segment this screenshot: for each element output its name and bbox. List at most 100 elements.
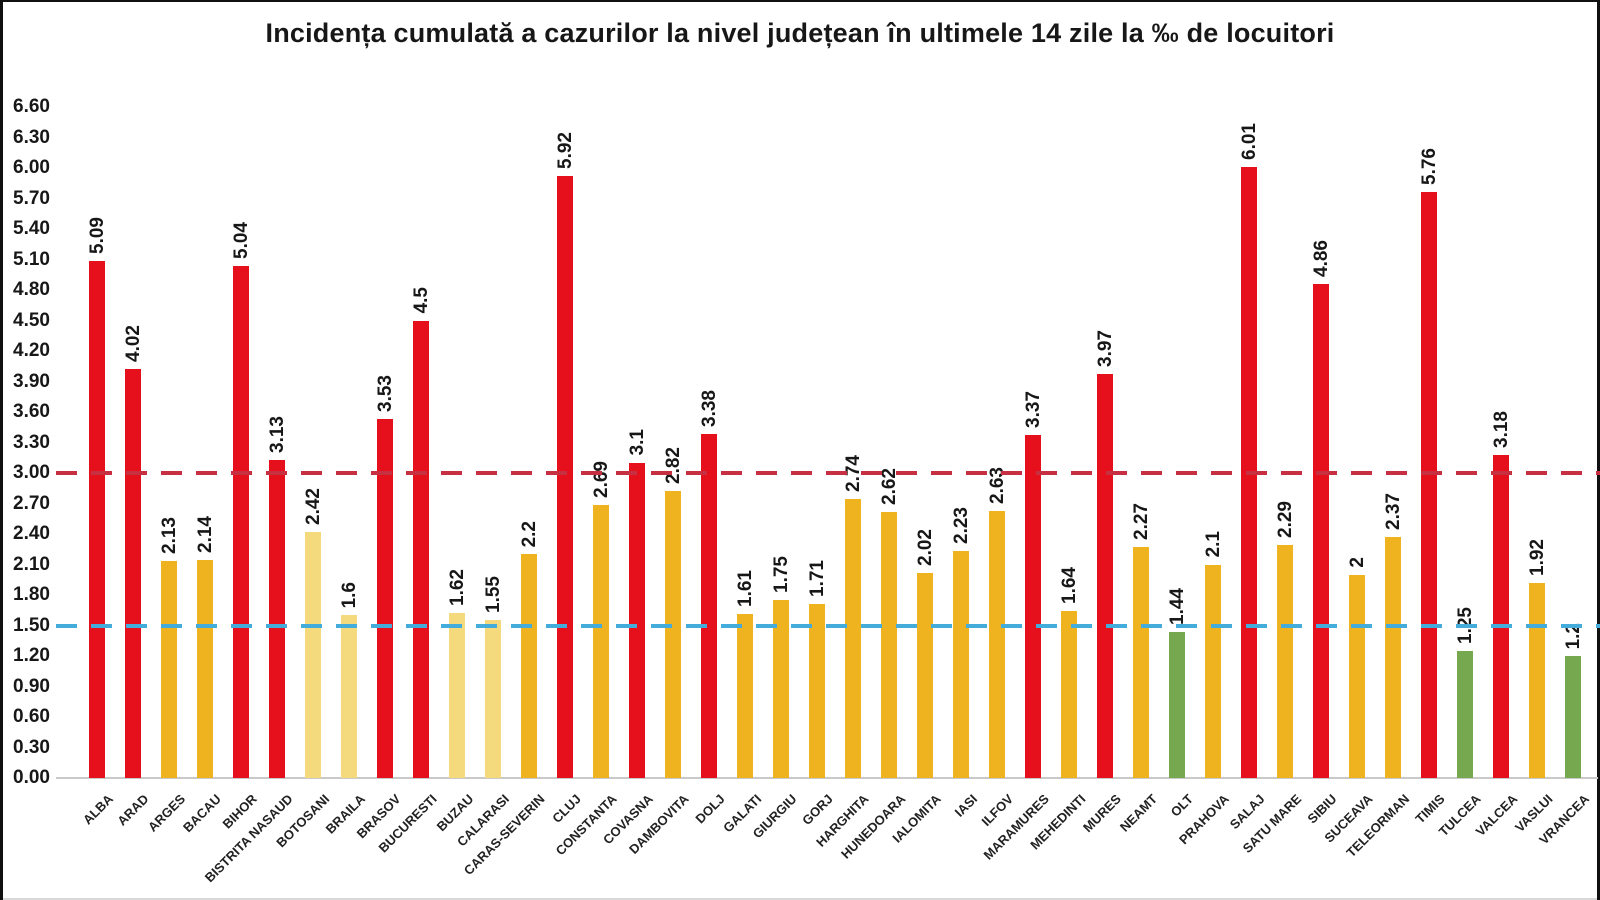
bar-slot-mures: 3.97 (1087, 107, 1123, 778)
bar (413, 320, 429, 778)
bar (521, 554, 537, 778)
bar-slot-maramures: 3.37 (1015, 107, 1051, 778)
x-tick-label: HUNEDOARA (837, 791, 908, 862)
x-tick-label: NEAMT (1116, 791, 1160, 835)
x-tick-label: VALCEA (1472, 791, 1520, 840)
y-tick-label: 3.30 (13, 431, 50, 453)
bar (1205, 564, 1221, 778)
y-tick-label: 0.90 (13, 675, 50, 697)
bar-slot-gorj: 1.71 (799, 107, 835, 778)
bar-value-label: 6.01 (1238, 123, 1260, 160)
bar-value-label: 2.37 (1382, 493, 1404, 531)
x-tick-label: CLUJ (549, 791, 584, 826)
bar-slot-mehedinti: 1.64 (1051, 107, 1087, 778)
bar-value-label: 2 (1346, 557, 1368, 568)
y-tick-label: 5.70 (13, 187, 50, 209)
bar (1349, 574, 1365, 778)
x-tick-label: HARGHITA (813, 791, 872, 850)
bar-slot-bucuresti: 4.5 (403, 107, 439, 778)
bar (557, 176, 573, 778)
bar (1385, 537, 1401, 778)
x-tick-label: BRAILA (322, 791, 368, 837)
bar-slot-iasi: 2.23 (943, 107, 979, 778)
x-tick-label: ILFOV (978, 791, 1016, 829)
bar (1025, 435, 1041, 778)
bar-value-label: 1.92 (1526, 538, 1548, 576)
bar-value-label: 2.14 (194, 516, 216, 554)
bar-value-label: 5.92 (554, 132, 576, 170)
bar-slot-dambovita: 2.82 (655, 107, 691, 778)
y-tick-label: 3.90 (13, 370, 50, 392)
y-tick-label: 4.80 (13, 279, 50, 300)
bar-slot-tulcea: 1.25 (1447, 107, 1483, 778)
x-axis-line (56, 777, 1598, 779)
y-tick-label: 5.10 (13, 248, 50, 270)
y-tick-label: 0.00 (13, 767, 50, 788)
x-tick-label: TIMIS (1412, 791, 1448, 827)
x-tick-label: MEHEDINTI (1026, 791, 1088, 853)
bar-slot-bacau: 2.14 (187, 107, 223, 778)
x-tick-label: GIURGIU (749, 791, 800, 842)
y-tick-label: 3.00 (13, 462, 50, 483)
x-tick-label: TULCEA (1436, 791, 1484, 840)
bar-value-label: 2.42 (302, 487, 324, 525)
bar (341, 615, 357, 778)
bar-slot-arges: 2.13 (151, 107, 187, 778)
bar-value-label: 2.2 (518, 520, 540, 548)
bar-slot-timis: 5.76 (1411, 107, 1447, 778)
bar-slot-salaj: 6.01 (1231, 107, 1267, 778)
bar-value-label: 2.69 (590, 460, 612, 498)
bar-value-label: 1.6 (338, 581, 360, 609)
bar (881, 511, 897, 778)
bar (1421, 192, 1437, 778)
bar (1313, 283, 1329, 778)
bar-value-label: 1.44 (1166, 587, 1188, 625)
bar-slot-braila: 1.6 (331, 107, 367, 778)
bar-slot-teleorman: 2.37 (1375, 107, 1411, 778)
x-tick-label: GALATI (719, 791, 764, 836)
bar (953, 551, 969, 778)
bar-value-label: 3.38 (698, 390, 720, 428)
bar-value-label: 2.82 (662, 447, 684, 485)
bar-value-label: 1.55 (482, 576, 504, 614)
bar-value-label: 3.97 (1094, 330, 1116, 368)
bar-value-label: 1.62 (446, 569, 468, 607)
y-tick-label: 0.60 (13, 706, 50, 727)
bar-slot-cluj: 5.92 (547, 107, 583, 778)
x-tick-label: SATU MARE (1239, 791, 1304, 856)
bar-value-label: 3.53 (374, 375, 396, 413)
bar-value-label: 4.5 (410, 287, 432, 314)
bar-slot-buzau: 1.62 (439, 107, 475, 778)
bar-slot-dolj: 3.38 (691, 107, 727, 778)
bar-value-label: 3.37 (1022, 391, 1044, 429)
bar-value-label: 1.64 (1058, 567, 1080, 605)
y-tick-label: 1.20 (13, 645, 50, 666)
x-tick-label: OLT (1167, 791, 1196, 820)
x-tick-label: ARGES (144, 791, 188, 835)
y-tick-label: 1.50 (13, 614, 50, 636)
bar-value-label: 2.27 (1130, 503, 1152, 541)
bar-slot-harghita: 2.74 (835, 107, 871, 778)
x-tick-label: SALAJ (1227, 791, 1268, 833)
bar-value-label: 3.1 (626, 429, 648, 456)
bar (917, 572, 933, 778)
bar-value-label: 2.23 (950, 507, 972, 545)
bar (161, 561, 177, 778)
bar (1097, 374, 1113, 778)
bar-slot-galati: 1.61 (727, 107, 763, 778)
x-tick-label: SIBIU (1304, 791, 1340, 827)
y-tick-label: 3.60 (13, 401, 50, 422)
bar (1565, 656, 1581, 778)
bar (989, 510, 1005, 778)
bar-slot-neamt: 2.27 (1123, 107, 1159, 778)
x-tick-label: CARAS-SEVERIN (461, 791, 548, 879)
bar (269, 459, 285, 778)
bar (485, 620, 501, 778)
bar (737, 614, 753, 778)
x-tick-label: COVASNA (600, 791, 656, 848)
x-tick-label: VASLUI (1512, 791, 1556, 835)
bar-slot-ilfov: 2.63 (979, 107, 1015, 778)
bar-slot-botosani: 2.42 (295, 107, 331, 778)
bar (377, 419, 393, 778)
